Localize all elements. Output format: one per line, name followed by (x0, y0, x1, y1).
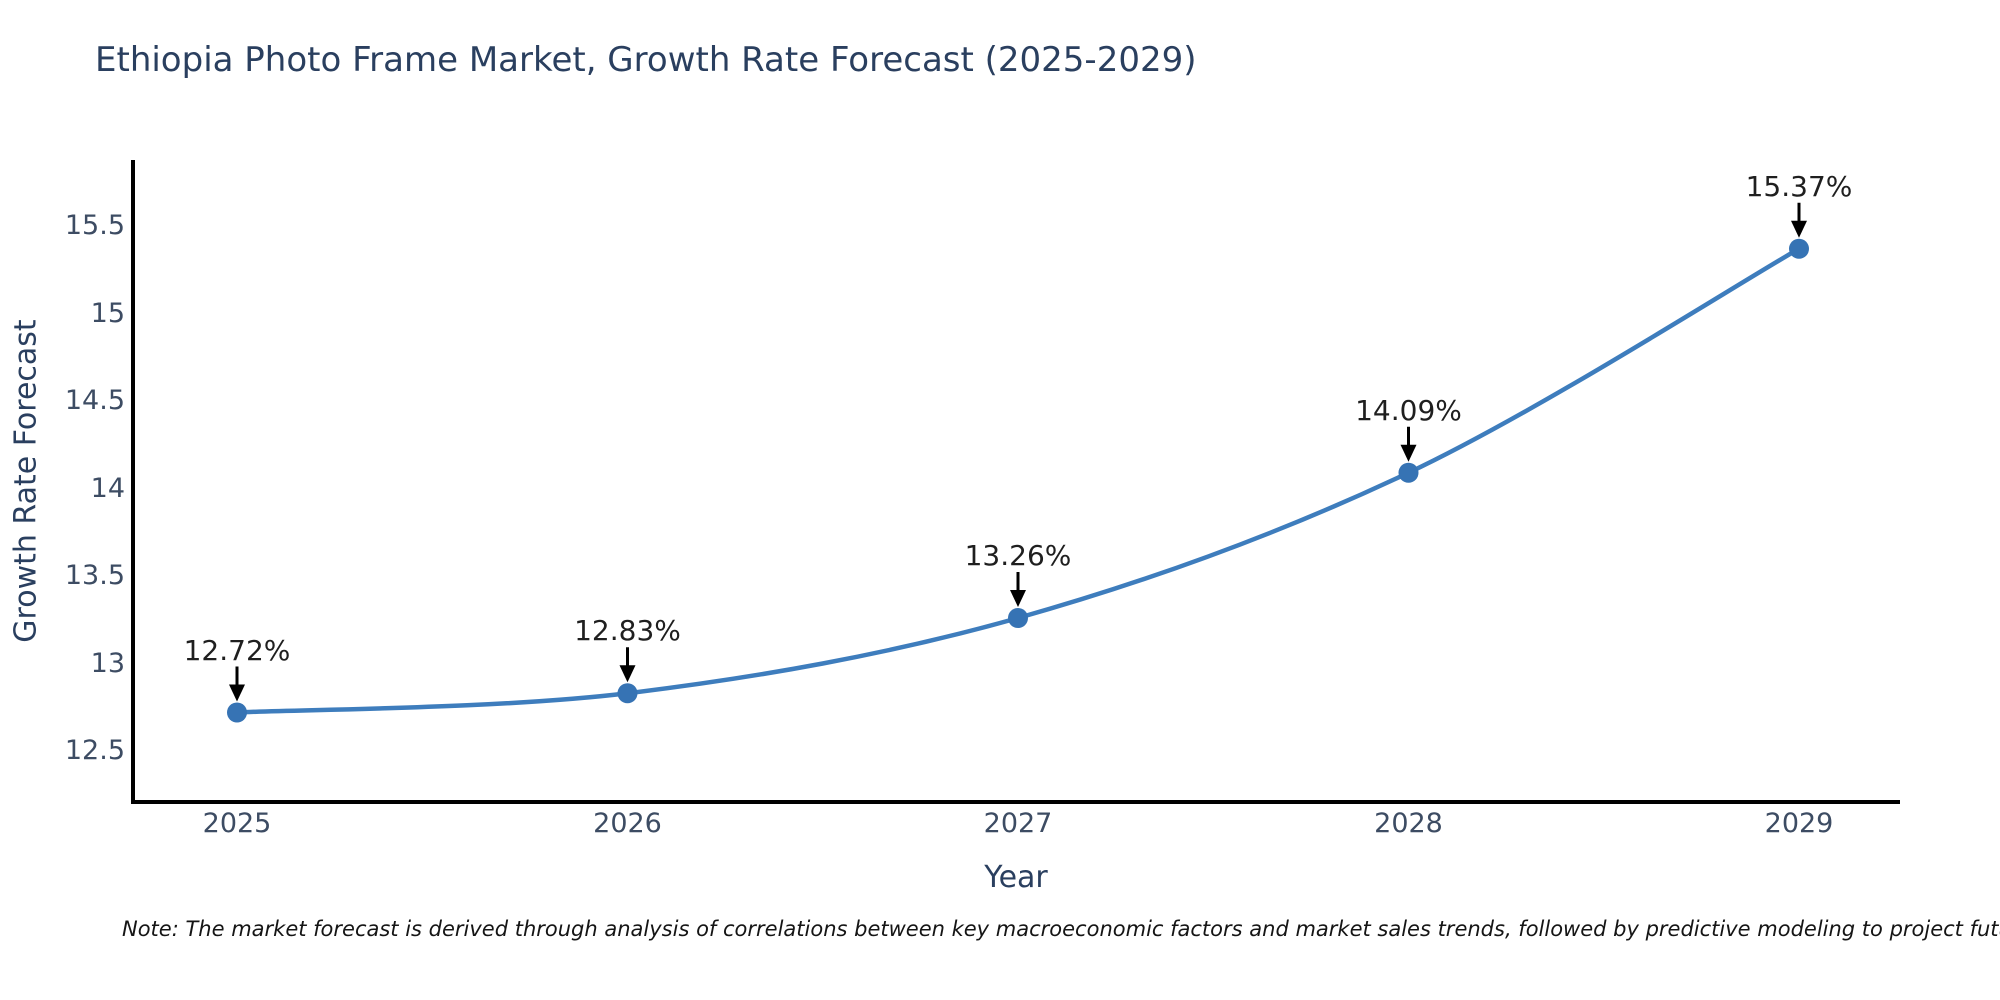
data-point-marker (1789, 238, 1809, 259)
x-tick-label: 2027 (983, 808, 1053, 839)
y-tick-label: 15 (90, 297, 125, 329)
x-tick-label: 2026 (593, 808, 662, 839)
footnote: Note: The market forecast is derived thr… (122, 917, 2000, 941)
annotation-arrow-head (1400, 444, 1417, 462)
data-point-label: 13.26% (964, 539, 1072, 572)
forecast-line (236, 246, 1801, 715)
chart-title: Ethiopia Photo Frame Market, Growth Rate… (95, 40, 1197, 80)
x-tick-label: 2028 (1374, 808, 1443, 839)
annotation-arrow-head (229, 684, 245, 702)
y-tick-label: 14.5 (64, 385, 125, 416)
annotation-arrow-head (1010, 590, 1026, 607)
x-axis-title: Year (984, 860, 1048, 895)
data-point-marker (617, 683, 638, 704)
data-point-label: 12.83% (574, 614, 681, 648)
annotation-arrow-head (1791, 220, 1807, 238)
data-point-marker (227, 702, 247, 723)
x-tick-label: 2029 (1764, 808, 1834, 839)
data-point-marker (1008, 608, 1028, 628)
y-tick-label: 13.5 (64, 560, 125, 591)
x-tick-label: 2025 (202, 808, 272, 839)
y-tick-label: 15.5 (64, 210, 125, 241)
y-tick-label: 14 (90, 472, 125, 504)
data-point-label: 14.09% (1355, 393, 1462, 427)
y-tick-label: 12.5 (64, 735, 125, 766)
data-point-label: 12.72% (183, 633, 291, 667)
y-tick-label: 13 (90, 647, 125, 679)
axis-spines (131, 160, 1900, 804)
data-point-label: 15.37% (1745, 169, 1853, 203)
annotation-arrow-head (619, 665, 636, 683)
data-point-marker (1398, 462, 1419, 483)
